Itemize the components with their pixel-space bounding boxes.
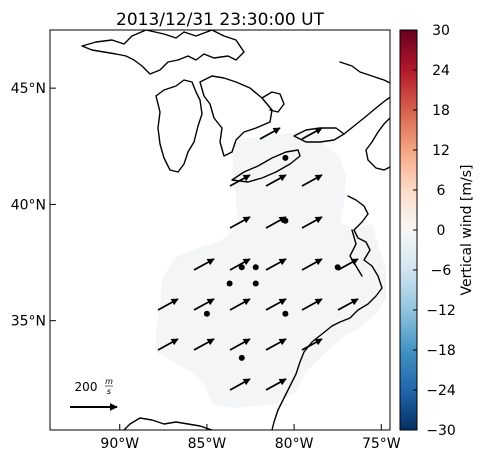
station-marker bbox=[252, 264, 259, 271]
colorbar-tick-label: 6 bbox=[437, 183, 446, 199]
wind-vector-arrow bbox=[265, 258, 287, 271]
reference-vector-unit-numerator: m bbox=[105, 377, 113, 386]
colorbar-tick-label: 0 bbox=[437, 223, 446, 239]
station-marker bbox=[282, 310, 289, 317]
colorbar-tick-label: −6 bbox=[431, 263, 452, 279]
new-england-coast bbox=[365, 117, 390, 171]
reference-vector: 200 m s bbox=[70, 377, 118, 411]
coastlines bbox=[81, 30, 390, 430]
wind-vector-arrow bbox=[229, 174, 251, 187]
wind-vectors bbox=[157, 127, 359, 391]
wind-vector-arrow bbox=[229, 258, 251, 271]
lake-erie-outline bbox=[231, 149, 301, 183]
wind-vector-arrow bbox=[265, 338, 287, 351]
wind-vector-arrow bbox=[265, 298, 287, 311]
station-marker bbox=[238, 264, 245, 271]
lon-tick-label: 90°W bbox=[100, 436, 139, 452]
wind-vector-arrow bbox=[265, 174, 287, 187]
longitude-axis: 90°W 85°W 80°W 75°W bbox=[100, 424, 401, 452]
colorbar-label: Vertical wind [m/s] bbox=[459, 165, 475, 296]
lat-tick-label: 35°N bbox=[11, 314, 46, 330]
map-title: 2013/12/31 23:30:00 UT bbox=[116, 10, 325, 30]
wind-vector-arrow bbox=[193, 338, 215, 351]
lake-michigan-outline bbox=[155, 79, 203, 173]
st-lawrence-north-shore bbox=[339, 61, 390, 84]
colorbar-tick-label: 24 bbox=[432, 63, 450, 79]
colorbar-tick-label: −18 bbox=[426, 343, 456, 359]
station-marker bbox=[282, 217, 289, 224]
colorbar-tick-label: −24 bbox=[426, 383, 456, 399]
wind-vector-arrow bbox=[229, 338, 251, 351]
lon-tick-label: 80°W bbox=[275, 436, 314, 452]
map-panel: 200 m s bbox=[70, 30, 390, 430]
wind-vector-arrow bbox=[301, 258, 323, 271]
station-marker bbox=[334, 264, 341, 271]
latitude-axis: 45°N 40°N 35°N bbox=[11, 81, 56, 330]
colorbar-tick-label: 30 bbox=[432, 23, 450, 39]
wind-vector-arrow bbox=[229, 216, 251, 229]
station-marker bbox=[226, 280, 233, 287]
wind-vector-arrow bbox=[301, 338, 323, 351]
wind-vector-arrow bbox=[229, 298, 251, 311]
wind-vector-arrow bbox=[229, 378, 251, 391]
coverage-region bbox=[156, 130, 386, 408]
georgian-bay-outline bbox=[261, 91, 285, 113]
colorbar-ticks: 30 24 18 12 6 0 −6 −12 −18 −24 −30 bbox=[413, 23, 456, 439]
mid-atlantic-coast bbox=[331, 195, 383, 327]
lon-tick-label: 85°W bbox=[188, 436, 227, 452]
colorbar: 30 24 18 12 6 0 −6 −12 −18 −24 −30 Vertical wind [… bbox=[399, 23, 475, 439]
wind-vector-arrow bbox=[265, 378, 287, 391]
wind-vector-arrow bbox=[301, 127, 323, 140]
colorbar-tick-label: −30 bbox=[426, 423, 456, 439]
lat-tick-label: 45°N bbox=[11, 81, 46, 97]
wind-vector-arrow bbox=[301, 174, 323, 187]
reference-vector-magnitude: 200 bbox=[75, 380, 98, 394]
station-marker bbox=[252, 280, 259, 287]
wind-vector-arrow bbox=[337, 258, 359, 271]
wind-vector-arrow bbox=[157, 298, 179, 311]
wind-vector-arrow bbox=[259, 127, 281, 140]
wind-vector-arrow bbox=[265, 216, 287, 229]
wind-vector-arrow bbox=[301, 216, 323, 229]
wind-vector-arrow bbox=[193, 298, 215, 311]
lake-huron-outline bbox=[199, 75, 273, 157]
chesapeake-bay-outline bbox=[349, 229, 363, 277]
station-marker bbox=[282, 154, 289, 161]
lake-superior-outline bbox=[81, 30, 245, 75]
colorbar-tick-label: 12 bbox=[432, 143, 450, 159]
station-markers bbox=[203, 154, 341, 361]
map-frame bbox=[49, 29, 391, 431]
reference-vector-unit-denominator: s bbox=[107, 387, 111, 396]
colorbar-tick-label: −12 bbox=[426, 303, 456, 319]
wind-vector-arrow bbox=[157, 338, 179, 351]
wind-vector-arrow bbox=[301, 298, 323, 311]
colorbar-tick-label: 18 bbox=[432, 103, 450, 119]
station-marker bbox=[203, 310, 210, 317]
lon-tick-label: 75°W bbox=[362, 436, 401, 452]
wind-vector-arrow bbox=[337, 298, 359, 311]
st-lawrence-outline bbox=[343, 96, 390, 135]
station-marker bbox=[238, 354, 245, 361]
gulf-coast bbox=[123, 417, 213, 430]
lat-tick-label: 40°N bbox=[11, 197, 46, 213]
wind-vector-arrow bbox=[193, 258, 215, 271]
